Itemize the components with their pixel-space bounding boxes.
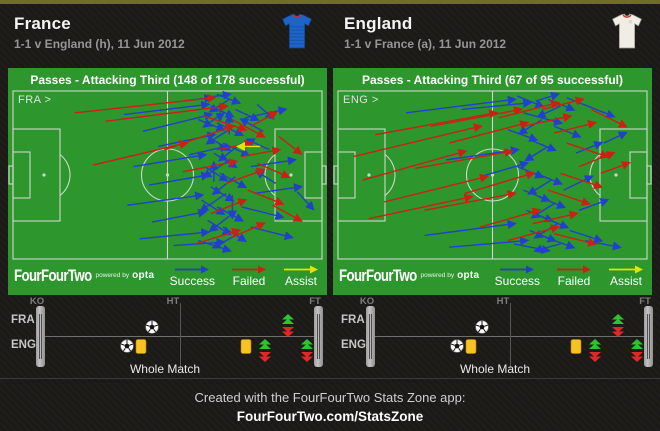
timeline-label-ht: HT [496,296,510,307]
timeline-label-ht: HT [166,296,180,307]
timeline-handle-left[interactable] [366,306,375,367]
opta-logo: opta [457,270,480,281]
timeline-goal-icon [450,339,464,353]
whole-match-label: Whole Match [129,362,201,376]
timeline-sub-icon [589,339,602,362]
timeline-handle-left[interactable] [36,306,45,367]
timeline-goal-icon [475,320,489,334]
england-jersey-icon [612,13,642,49]
failed-arrow-icon [557,265,591,273]
timeline-sub-icon [281,314,294,337]
pass-map-panels: Passes - Attacking Third (148 of 178 suc… [0,62,660,295]
timeline-sub-icon [300,339,313,362]
pass-map-panel-france: Passes - Attacking Third (148 of 178 suc… [8,68,327,295]
match-timelines: KO HT FT FRA ENG Whole Match KO HT FT FR… [0,295,660,378]
pass-legend: Success Failed Assist [495,265,644,287]
pass-map-svg [333,90,652,260]
timeline-sub-icon [259,339,272,362]
top-accent-bar [0,0,660,4]
pitch-team-label: ENG > [343,94,379,106]
timeline-row-label-eng: ENG [341,339,366,351]
timeline-label-ko: KO [29,296,45,307]
pass-arrows-layer [74,90,315,253]
legend-item-success: Success [495,265,540,287]
assist-arrow-icon [284,265,318,273]
france-jersey-icon [282,13,312,49]
match-timeline-left: KO HT FT FRA ENG Whole Match [0,295,330,378]
team-name: France [14,14,71,33]
pass-map-svg [8,90,327,260]
fourfourtwo-wordmark: FourFourTwo [14,265,92,285]
legend-item-success: Success [170,265,215,287]
timeline-handle-right[interactable] [644,306,653,367]
fourfourtwo-wordmark: FourFourTwo [339,265,417,285]
timeline-card-icon [240,339,252,354]
failed-arrow-icon [232,265,266,273]
legend-item-assist: Assist [608,265,644,287]
assist-arrow-icon [609,265,643,273]
timeline-row-label-fra: FRA [341,314,365,326]
timeline-handle-right[interactable] [314,306,323,367]
timeline-card-icon [135,339,147,354]
footer-url: FourFourTwo.com/StatsZone [236,409,424,424]
team-name: England [344,14,413,33]
timeline-track[interactable] [366,303,653,369]
timeline-goal-icon [120,339,134,353]
pitch-team-label: FRA > [18,94,52,106]
match-timeline-right: KO HT FT FRA ENG Whole Match [330,295,660,378]
legend-item-failed: Failed [231,265,267,287]
powered-by-label: powered by [420,272,455,279]
timeline-goal-icon [145,320,159,334]
panel-title: Passes - Attacking Third (67 of 95 succe… [362,73,623,87]
team-header-england: England 1-1 v France (a), 11 Jun 2012 [330,4,660,62]
app-footer: Created with the FourFourTwo Stats Zone … [0,378,660,431]
timeline-row-label-fra: FRA [11,314,35,326]
team-header-france: France 1-1 v England (h), 11 Jun 2012 [0,4,330,62]
pitch-france: FRA > [8,89,327,262]
pass-map-panel-england: Passes - Attacking Third (67 of 95 succe… [333,68,652,295]
timeline-label-ft: FT [309,296,321,307]
timeline-sub-icon [611,314,624,337]
match-result-subtitle: 1-1 v England (h), 11 Jun 2012 [14,37,185,51]
powered-by-label: powered by [95,272,130,279]
legend-item-failed: Failed [556,265,592,287]
panel-footer: FourFourTwo powered by opta Success Fail… [333,262,652,289]
timeline-label-ft: FT [639,296,651,307]
timeline-row-label-eng: ENG [11,339,36,351]
match-result-subtitle: 1-1 v France (a), 11 Jun 2012 [344,37,507,51]
timeline-track[interactable] [36,303,323,369]
panel-footer: FourFourTwo powered by opta Success Fail… [8,262,327,289]
success-arrow-icon [500,265,535,273]
match-headers: France 1-1 v England (h), 11 Jun 2012 En… [0,4,660,62]
legend-item-assist: Assist [283,265,319,287]
success-arrow-icon [175,265,210,273]
timeline-label-ko: KO [359,296,375,307]
timeline-sub-icon [630,339,643,362]
pass-legend: Success Failed Assist [170,265,319,287]
footer-caption: Created with the FourFourTwo Stats Zone … [194,390,466,405]
panel-title: Passes - Attacking Third (148 of 178 suc… [30,73,305,87]
timeline-card-icon [465,339,477,354]
timeline-card-icon [570,339,582,354]
pitch-england: ENG > [333,89,652,262]
pass-arrows-layer [353,91,632,254]
whole-match-label: Whole Match [459,362,531,376]
opta-logo: opta [132,270,155,281]
